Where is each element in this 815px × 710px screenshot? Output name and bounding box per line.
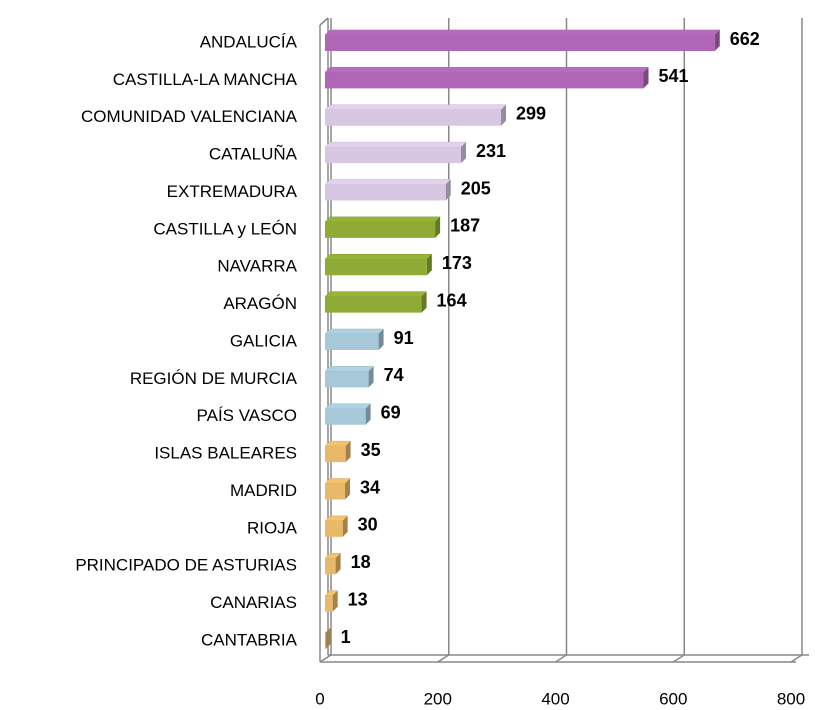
x-tick-label: 0	[315, 689, 324, 708]
bar-side	[445, 179, 451, 201]
bar	[325, 520, 343, 537]
y-tick-label: GALICIA	[230, 331, 298, 350]
bar-side	[714, 30, 720, 51]
y-tick-label: REGIÓN DE MURCIA	[130, 369, 298, 388]
grid-line	[672, 18, 685, 663]
value-label: 205	[461, 178, 491, 198]
bar-top	[324, 141, 467, 148]
value-label: 662	[730, 29, 760, 49]
bar-top	[324, 67, 650, 73]
bar	[325, 371, 369, 388]
bar-top	[324, 104, 507, 110]
bar-top	[324, 328, 385, 335]
bar-side	[332, 590, 338, 612]
bar-side	[501, 104, 507, 126]
y-tick-label: RIOJA	[247, 518, 298, 537]
bar-side	[435, 216, 441, 238]
left-wall-top	[319, 17, 329, 26]
bar-side	[335, 553, 341, 575]
y-tick-label: ARAGÓN	[223, 294, 297, 313]
y-tick-label: PRINCIPADO DE ASTURIAS	[75, 556, 297, 575]
bar	[325, 446, 346, 463]
y-tick-label: MADRID	[230, 481, 297, 500]
bar-top	[324, 291, 428, 297]
bar-side	[345, 441, 351, 463]
bar-top	[324, 29, 721, 36]
bar-top	[324, 254, 433, 260]
value-label: 30	[358, 515, 378, 535]
bar	[325, 595, 333, 612]
bar	[325, 558, 336, 575]
y-tick-label: CASTILLA y LEÓN	[153, 219, 297, 238]
x-tick-label: 400	[541, 689, 569, 708]
bar-top	[324, 179, 452, 185]
bar-side	[643, 67, 649, 89]
value-label: 34	[360, 477, 380, 497]
bar	[325, 147, 462, 164]
x-tick-label: 200	[424, 689, 452, 708]
y-tick-label: CANARIAS	[210, 593, 297, 612]
bar-side	[368, 366, 374, 388]
bar	[325, 184, 446, 201]
y-tick-label: ISLAS BALEARES	[154, 444, 297, 463]
y-tick-label: CATALUÑA	[209, 145, 298, 164]
y-tick-label: COMUNIDAD VALENCIANA	[81, 107, 298, 126]
value-label: 91	[394, 328, 414, 348]
bar	[325, 334, 379, 350]
bar-side	[365, 403, 371, 425]
y-tick-label: CANTABRIA	[201, 630, 298, 649]
bar-top	[324, 403, 372, 409]
bar-side	[325, 628, 331, 649]
value-label: 164	[437, 290, 467, 310]
bar	[325, 408, 366, 425]
bar	[325, 296, 422, 313]
bar-side	[342, 515, 348, 537]
value-label: 74	[384, 365, 404, 385]
value-label: 541	[659, 66, 689, 86]
bar	[325, 483, 346, 500]
grid-line	[437, 18, 450, 663]
bar-top	[324, 366, 375, 372]
bar-top	[324, 216, 441, 223]
grid-line	[790, 18, 803, 663]
bar	[325, 109, 502, 126]
y-tick-label: NAVARRA	[217, 257, 297, 276]
bar-side	[426, 254, 432, 276]
bar	[325, 259, 427, 276]
bar	[325, 221, 436, 238]
y-tick-label: PAÍS VASCO	[197, 406, 297, 425]
bar-side	[421, 291, 427, 313]
value-label: 173	[442, 253, 472, 273]
bar	[325, 72, 644, 89]
y-tick-label: ANDALUCÍA	[200, 32, 298, 51]
grid-line	[555, 18, 568, 663]
bar-side	[461, 142, 467, 164]
y-tick-label: CASTILLA-LA MANCHA	[113, 70, 298, 89]
value-label: 1	[341, 627, 351, 647]
y-tick-label: EXTREMADURA	[167, 182, 298, 201]
bar-side	[378, 329, 384, 350]
value-label: 18	[351, 552, 371, 572]
value-label: 69	[381, 403, 401, 423]
x-tick-label: 800	[777, 689, 805, 708]
value-label: 231	[476, 141, 506, 161]
bar-side	[345, 478, 351, 500]
x-tick-label: 600	[659, 689, 687, 708]
value-label: 187	[450, 216, 480, 236]
value-label: 35	[361, 440, 381, 460]
bar	[325, 35, 715, 51]
value-label: 299	[516, 104, 546, 124]
value-label: 13	[348, 589, 368, 609]
bar	[325, 633, 326, 649]
